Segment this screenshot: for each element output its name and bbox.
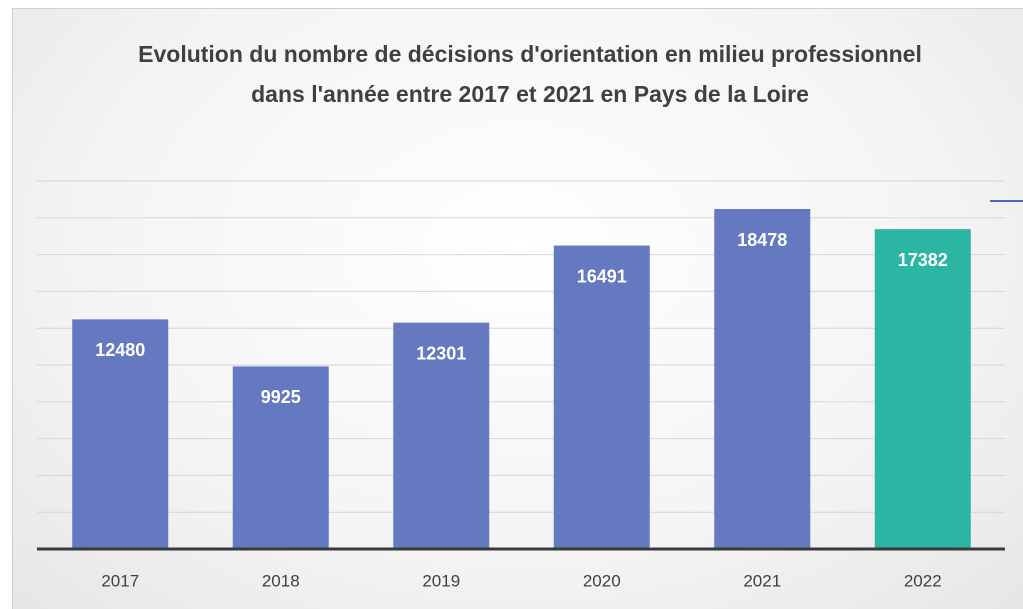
x-tick-label: 2022: [904, 571, 942, 590]
data-label: 9925: [261, 387, 301, 407]
chart-title: Evolution du nombre de décisions d'orien…: [138, 41, 922, 107]
x-tick-label: 2020: [583, 571, 621, 590]
data-label: 16491: [577, 266, 627, 286]
bar: [393, 322, 490, 549]
x-tick-label: 2017: [101, 571, 139, 590]
data-label: 12480: [95, 340, 145, 360]
data-label: 18478: [737, 230, 787, 250]
bar: [874, 229, 971, 549]
chart-area: [12, 8, 1023, 609]
bar: [72, 319, 169, 549]
data-label: 12301: [416, 343, 466, 363]
bar: [553, 245, 650, 549]
x-tick-label: 2018: [262, 571, 300, 590]
x-tick-label: 2019: [422, 571, 460, 590]
bar: [714, 209, 811, 549]
data-label: 17382: [898, 250, 948, 270]
x-tick-label: 2021: [743, 571, 781, 590]
bar: [232, 366, 329, 549]
